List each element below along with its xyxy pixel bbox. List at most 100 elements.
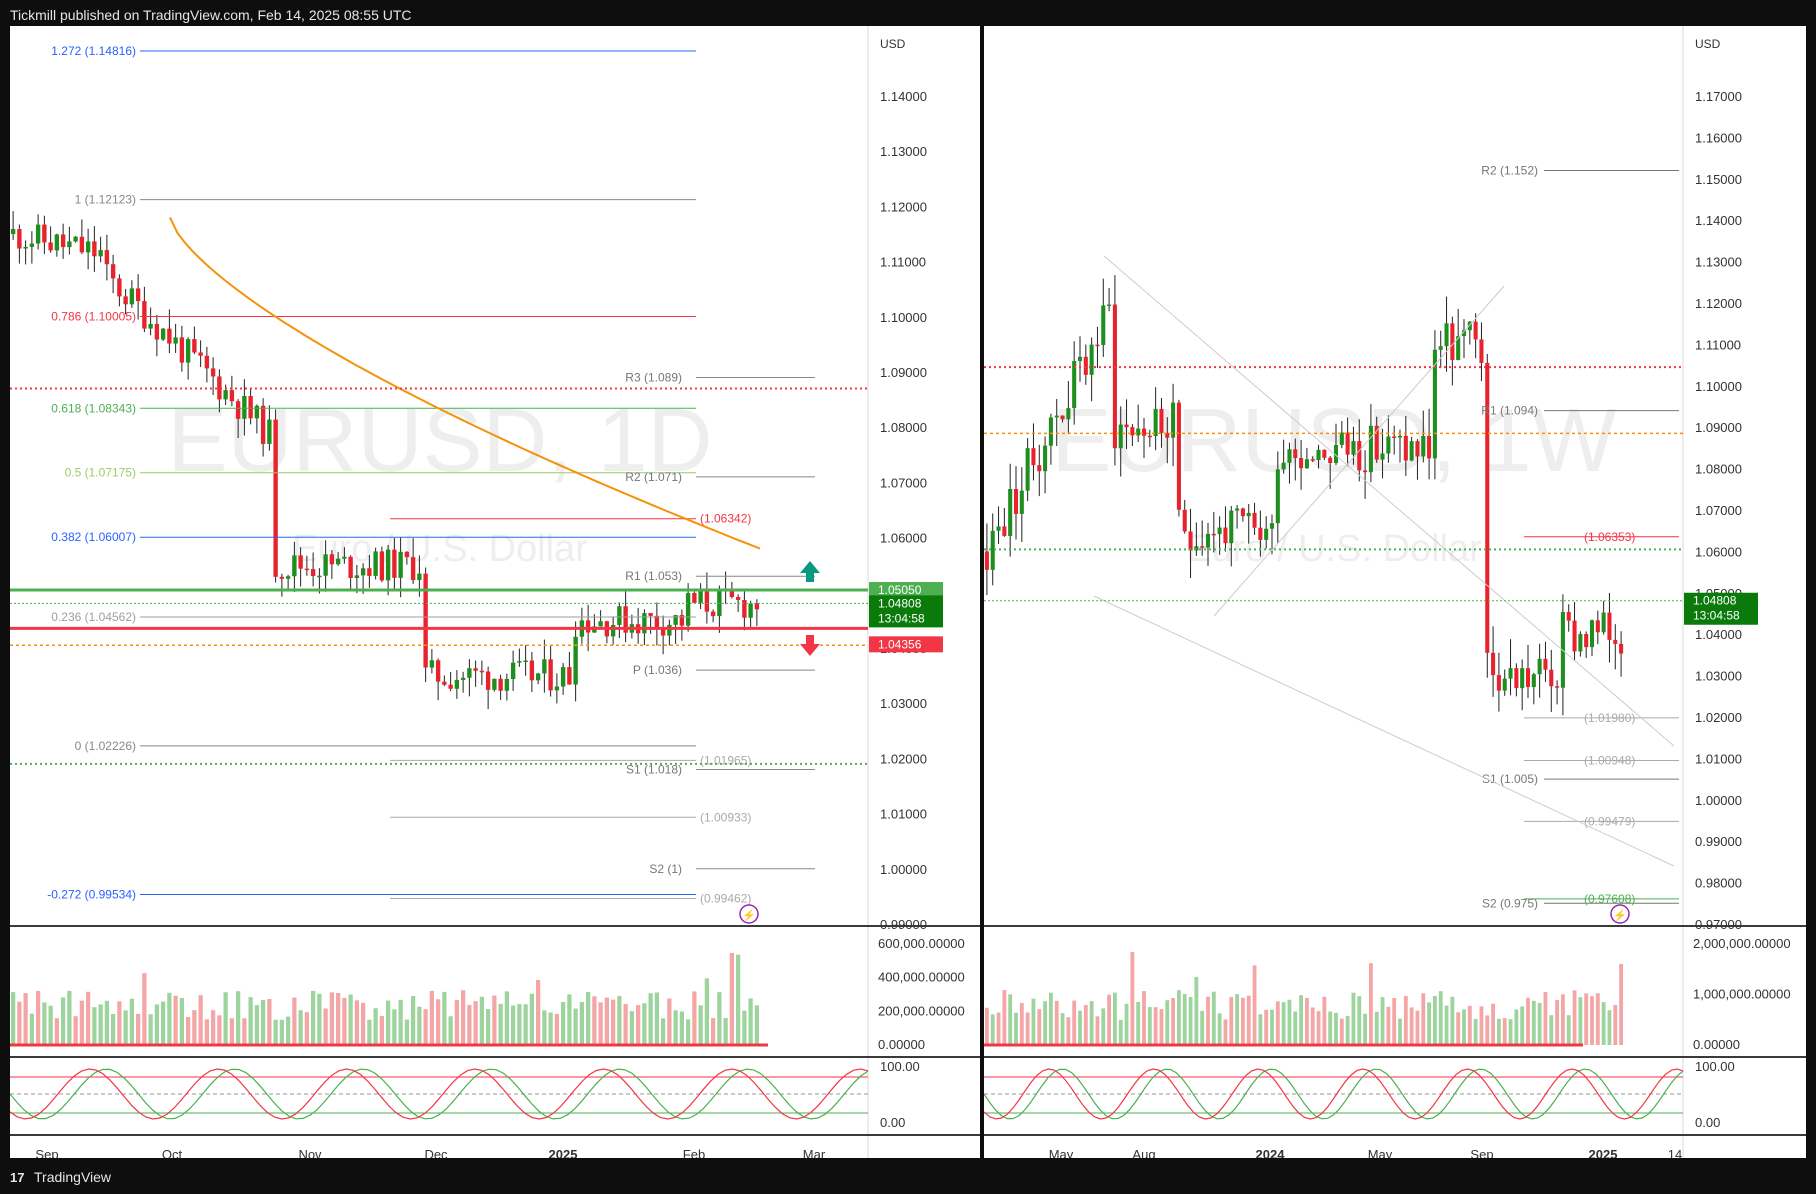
candle-body <box>1264 528 1269 540</box>
volume-bar <box>536 979 541 1045</box>
volume-bar <box>1252 965 1257 1045</box>
volume-bar <box>1002 990 1007 1045</box>
volume-bar <box>1363 1013 1367 1045</box>
candle-body <box>1066 408 1071 420</box>
candle-body <box>1002 526 1007 536</box>
candle-body <box>460 677 466 681</box>
candle-body <box>410 557 416 581</box>
candle-body <box>548 659 553 691</box>
candle-body <box>1229 510 1234 544</box>
volume-bar <box>554 1013 559 1045</box>
time-axis-label: Sep <box>35 1147 58 1158</box>
resistance-price-tag[interactable] <box>869 582 943 599</box>
candle-body <box>467 668 472 678</box>
candle-body <box>273 419 278 577</box>
candle-body <box>735 596 741 600</box>
fib-level-label: 0.786 (1.10005) <box>51 310 136 324</box>
volume-bar <box>673 1010 678 1045</box>
tradingview-brand[interactable]: TradingView <box>34 1169 112 1185</box>
candle-body <box>167 328 172 344</box>
candle-body <box>210 368 216 377</box>
volume-bar <box>1398 1018 1402 1045</box>
volume-bar <box>392 1009 397 1045</box>
volume-bar <box>417 1006 422 1045</box>
volume-bar <box>1456 1012 1461 1045</box>
volume-bar <box>42 1002 47 1045</box>
candle-body <box>60 234 66 248</box>
chart-panel-weekly[interactable]: EURUSD, 1W Euro / U.S. Dollar USD 1.17000 1.… <box>984 26 1806 1158</box>
time-axis-label: May <box>1049 1147 1074 1158</box>
candle-body <box>129 288 135 305</box>
candle-body <box>279 576 285 579</box>
support-price-tag[interactable] <box>869 636 943 653</box>
pivot-level-label: S1 (1.018) <box>626 762 682 776</box>
moving-average-line <box>169 216 761 550</box>
volume-bar <box>154 1004 159 1045</box>
fib-level-label: 1 (1.12123) <box>75 193 136 207</box>
volume-bar <box>679 1011 684 1045</box>
volume-bar <box>261 999 266 1045</box>
fib-level-label: 0.618 (1.08343) <box>51 401 136 415</box>
volume-bar <box>1433 995 1437 1045</box>
volume-bar <box>504 991 509 1045</box>
volume-bar <box>1287 999 1292 1045</box>
price-axis-label: 0.97000 <box>1695 917 1742 932</box>
volume-bar <box>586 991 591 1045</box>
volume-axis-label: 2,000,000.00000 <box>1693 936 1791 951</box>
volume-bar <box>1159 1009 1164 1045</box>
volume-bar <box>529 993 534 1045</box>
volume-bar <box>292 997 297 1045</box>
volume-bar <box>1078 1010 1082 1045</box>
candle-body <box>1147 435 1152 438</box>
volume-bar <box>642 1003 647 1045</box>
candle-body <box>990 530 995 570</box>
volume-axis-label: 0.00000 <box>878 1037 925 1052</box>
volume-bar <box>1153 1007 1158 1045</box>
volume-bar <box>996 1012 1001 1045</box>
lightning-glyph: ⚡ <box>1613 909 1627 922</box>
candle-body <box>317 575 322 578</box>
volume-bar <box>592 996 597 1045</box>
candle-body <box>1194 546 1199 551</box>
price-axis-label: 0.99000 <box>1695 834 1742 849</box>
last-price-tag[interactable] <box>869 595 943 628</box>
volume-bar <box>1241 997 1245 1045</box>
tradingview-logo-icon[interactable]: 17 <box>10 1170 25 1185</box>
candle-body <box>385 549 391 581</box>
arrow-up-icon[interactable] <box>800 561 820 582</box>
price-axis-label: 1.12000 <box>1695 296 1742 311</box>
candle-body <box>710 611 716 617</box>
volume-bar <box>1514 1009 1519 1045</box>
price-axis-label: 1.10000 <box>880 310 927 325</box>
volume-bar <box>623 1003 628 1045</box>
volume-bar <box>229 1018 234 1045</box>
price-axis-label: 1.11000 <box>1695 337 1741 352</box>
chart-panel-daily[interactable]: EURUSD, 1D Euro / U.S. Dollar USD 1.14000 1.… <box>10 26 980 1158</box>
volume-bar <box>1578 997 1583 1045</box>
lightning-icon[interactable] <box>739 904 759 924</box>
volume-bar <box>1147 1007 1152 1045</box>
candle-body <box>492 678 497 690</box>
arrow-down-icon[interactable] <box>800 635 820 656</box>
volume-bar <box>454 999 459 1045</box>
candle-body <box>354 575 360 579</box>
time-axis-label: Sep <box>1470 1147 1493 1158</box>
candle-body <box>485 671 491 690</box>
oscillator-line <box>984 1068 1684 1120</box>
channel-line <box>1103 255 1675 747</box>
volume-bar <box>611 999 616 1045</box>
volume-bar <box>1310 1007 1315 1045</box>
candle-body <box>567 667 572 685</box>
time-axis-label: Nov <box>298 1147 322 1158</box>
lightning-icon[interactable] <box>1610 904 1630 924</box>
last-price-tag[interactable] <box>1684 592 1758 625</box>
candle-body <box>235 401 241 419</box>
volume-bar <box>204 1019 209 1045</box>
candle-body <box>1037 465 1042 472</box>
candle-body <box>673 615 678 625</box>
volume-bar <box>1235 994 1239 1045</box>
volume-bar <box>1223 1019 1228 1045</box>
candle-body <box>1322 449 1327 458</box>
